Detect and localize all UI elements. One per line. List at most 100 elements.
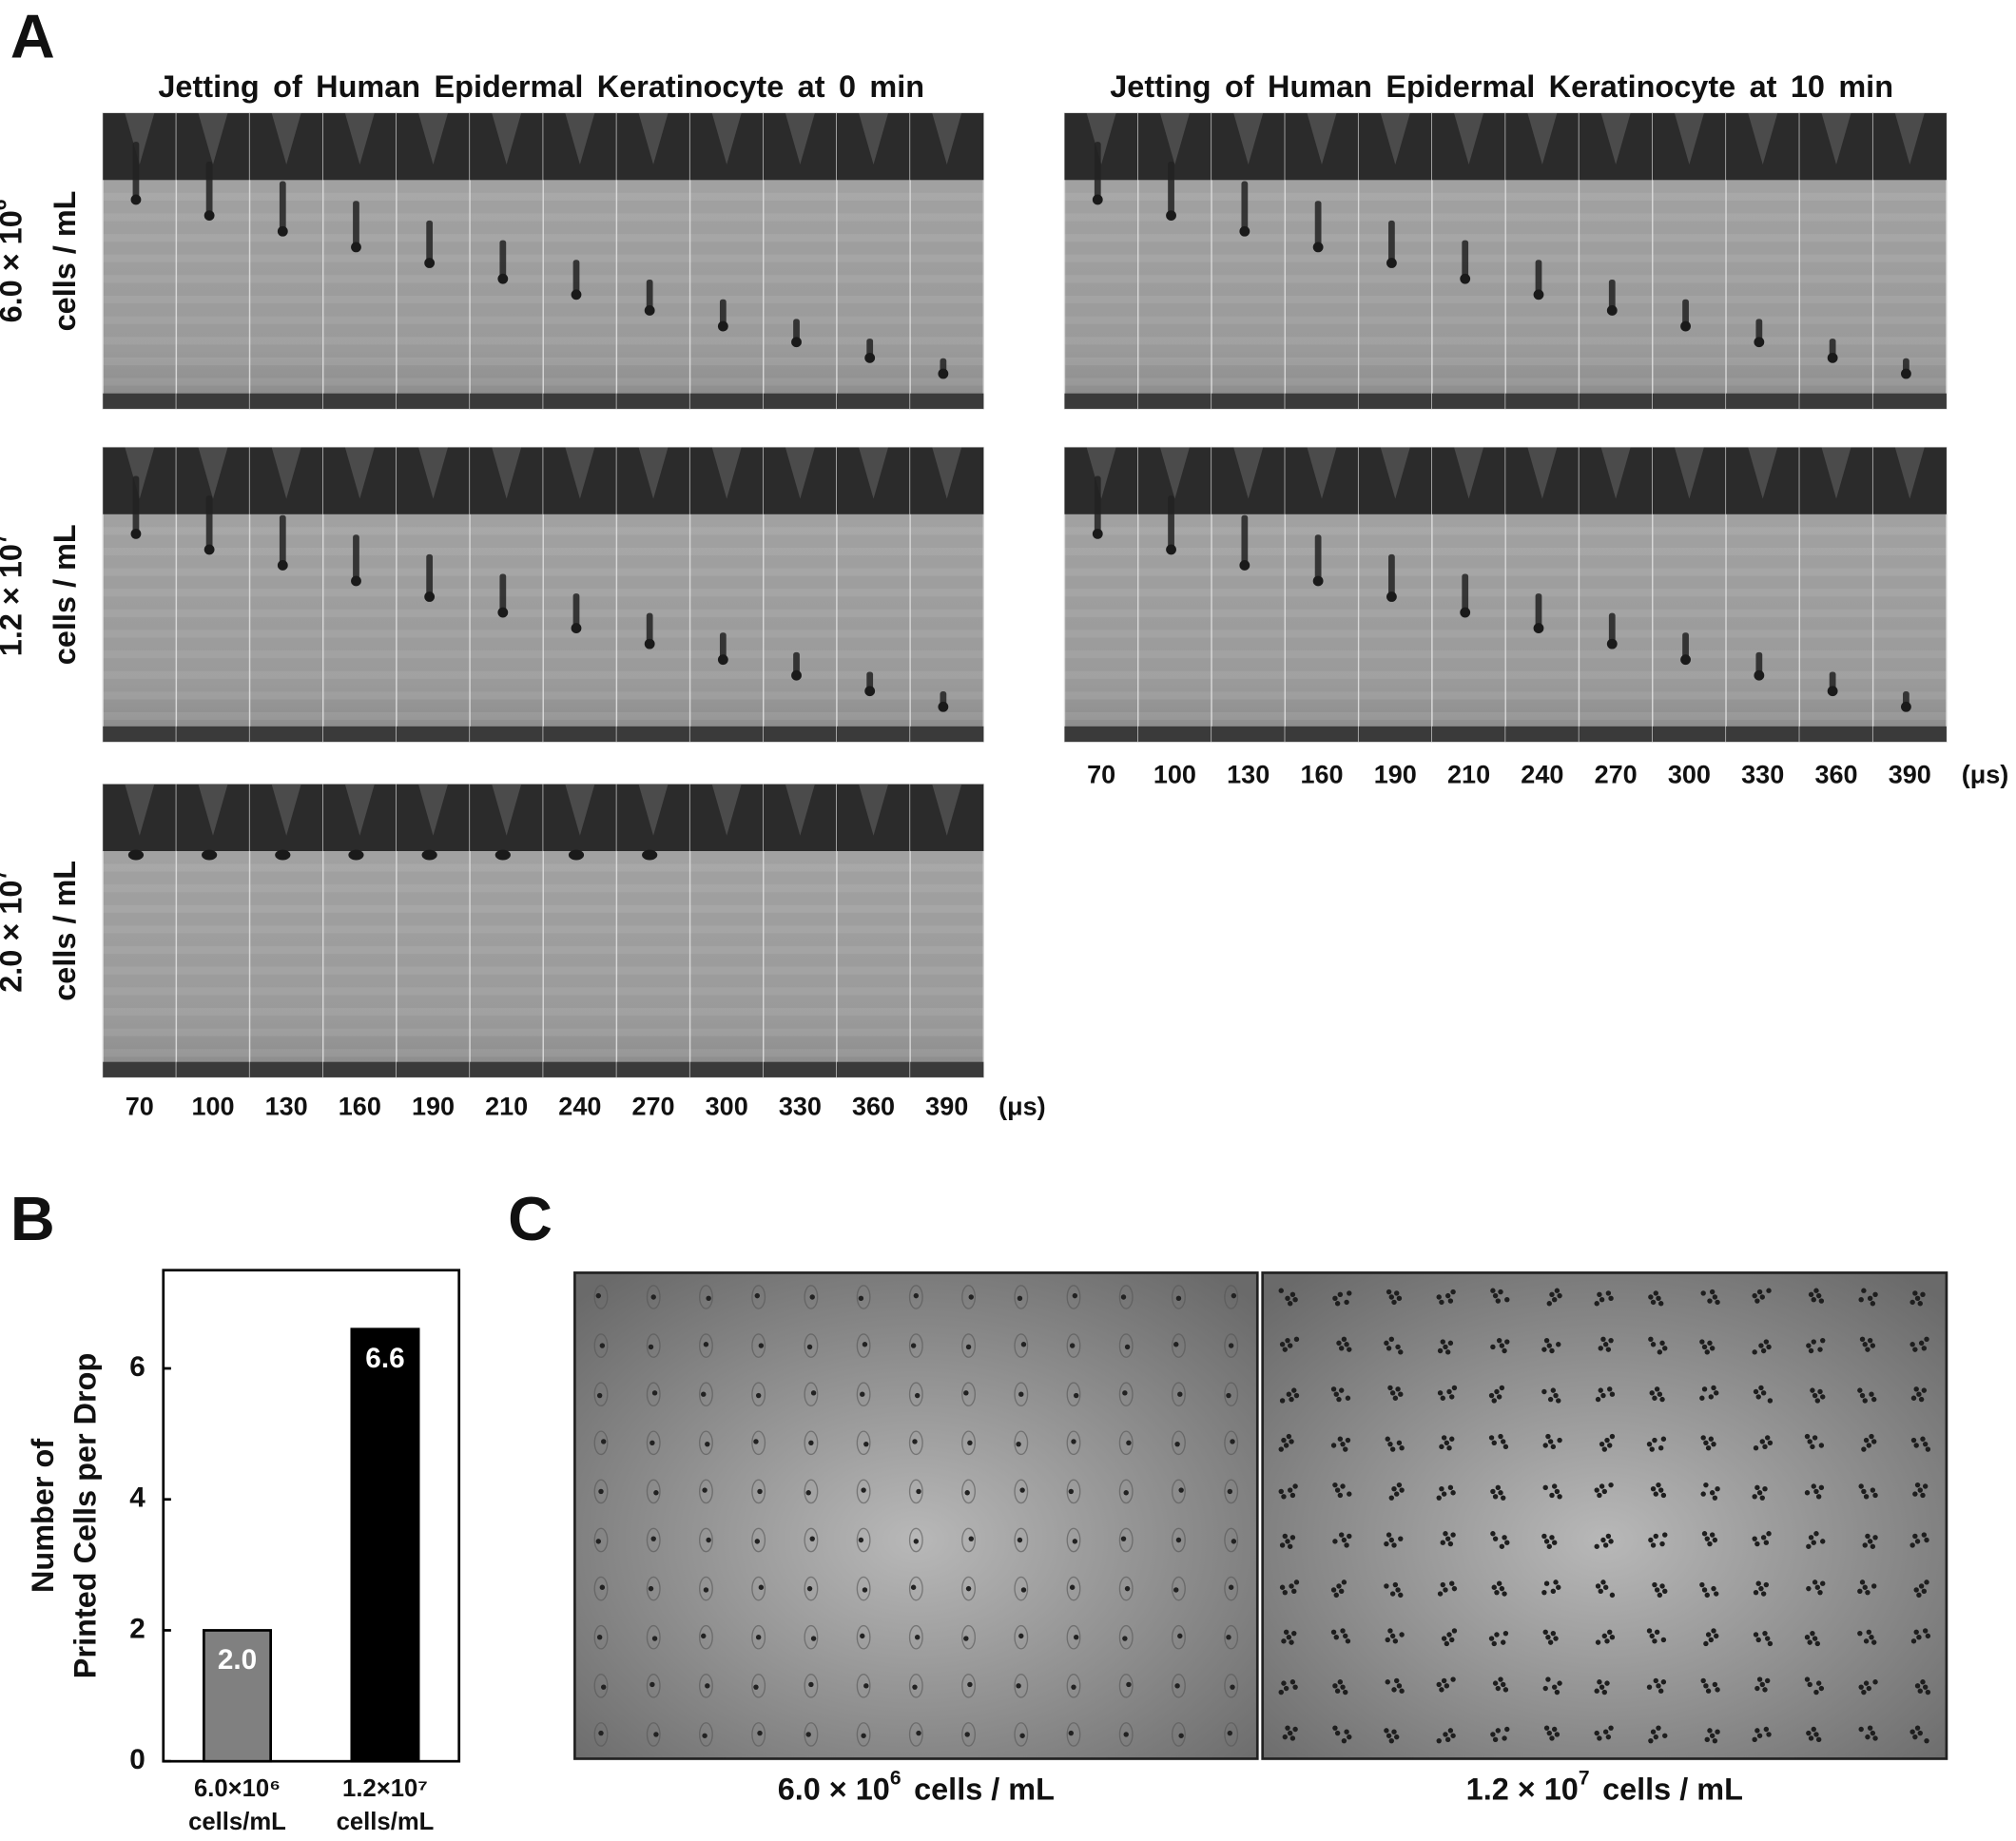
cell <box>1496 1580 1502 1586</box>
frame-stripe <box>1064 316 1138 324</box>
droplet <box>1533 623 1544 633</box>
frame-stripe <box>1726 234 1800 242</box>
cell <box>1278 1689 1284 1696</box>
frame-stripe <box>763 568 837 576</box>
cell <box>1597 1492 1602 1499</box>
cell <box>1599 1483 1605 1489</box>
frame-stripe <box>1285 213 1359 222</box>
nozzle-tip <box>932 784 962 836</box>
cell <box>1863 1437 1870 1444</box>
cell <box>1551 1540 1558 1545</box>
cell <box>1921 1346 1928 1351</box>
cell <box>1648 1537 1654 1543</box>
cell <box>1653 1290 1658 1296</box>
jet <box>1168 161 1174 216</box>
printed-spot <box>593 1576 609 1601</box>
frame-stripe <box>1872 295 1947 304</box>
cell <box>1865 1734 1871 1740</box>
frame-stripe <box>763 925 837 934</box>
frame-stripe <box>103 925 177 934</box>
cell <box>1700 1290 1706 1296</box>
nozzle-tip <box>785 784 815 836</box>
cell <box>1291 1588 1297 1595</box>
printed-spot <box>699 1382 713 1407</box>
cell <box>1492 1494 1499 1500</box>
frame-stripe <box>176 884 250 893</box>
frame-stripe <box>1431 234 1506 242</box>
cell <box>1657 1592 1663 1599</box>
cell <box>1818 1484 1825 1491</box>
frame-stripe <box>1431 568 1506 576</box>
frame-stripe <box>1579 691 1653 700</box>
frame-stripe <box>616 213 690 222</box>
frame-stripe <box>470 234 544 242</box>
jet <box>1462 573 1469 613</box>
cell <box>1820 1539 1826 1544</box>
frame-stripe <box>1137 337 1212 345</box>
label-base: 6.0 × 10 <box>778 1772 890 1806</box>
cell <box>1760 1535 1767 1541</box>
printed-spot <box>593 1333 609 1358</box>
frame-stripe <box>689 863 764 872</box>
cell <box>753 1684 759 1690</box>
cell <box>1343 1446 1348 1452</box>
cell <box>1289 1639 1294 1645</box>
frame-stripe <box>1358 630 1432 638</box>
frame-stripe <box>836 670 911 679</box>
cell <box>1913 1386 1919 1392</box>
frame-stripe <box>1358 316 1432 324</box>
cell <box>1912 1533 1918 1540</box>
printed-spot <box>1118 1576 1134 1601</box>
frame-stripe <box>910 1028 984 1037</box>
frame-stripe <box>1137 378 1212 386</box>
substrate <box>322 726 397 743</box>
cell <box>1436 1495 1442 1501</box>
substrate <box>1872 393 1947 409</box>
frame-stripe <box>1872 691 1947 700</box>
bar <box>203 1629 273 1763</box>
substrate <box>910 1061 984 1077</box>
cell <box>1701 1344 1708 1350</box>
substrate <box>1137 726 1212 743</box>
printed-spot <box>908 1624 923 1650</box>
droplet <box>938 701 949 712</box>
frame-stripe <box>836 609 911 617</box>
cell <box>1338 1387 1345 1393</box>
frame-stripe <box>322 1007 397 1017</box>
cell <box>1334 1730 1341 1736</box>
printed-spot <box>646 1673 661 1698</box>
nozzle-tip <box>1380 112 1410 165</box>
printed-spot <box>1118 1479 1134 1504</box>
frame-stripe <box>1652 691 1727 700</box>
frame-stripe <box>543 630 617 638</box>
cell <box>651 1390 658 1396</box>
frame-stripe <box>1431 630 1506 638</box>
printed-spot <box>1014 1479 1029 1504</box>
cell <box>1494 1589 1500 1596</box>
cell <box>1909 1729 1915 1734</box>
frame-stripe <box>910 568 984 576</box>
cell <box>1178 1487 1184 1493</box>
cell <box>1017 1537 1023 1543</box>
frame-stripe <box>176 904 250 913</box>
cell <box>1813 1531 1819 1537</box>
cell <box>1332 1295 1338 1302</box>
cell <box>1712 1294 1718 1300</box>
cell <box>706 1295 711 1302</box>
cell <box>1556 1342 1561 1347</box>
cell <box>1343 1689 1348 1696</box>
frame-stripe <box>1212 316 1286 324</box>
frame-stripe <box>322 863 397 872</box>
frame-stripe <box>249 609 323 617</box>
substrate <box>1431 393 1506 409</box>
cell <box>1817 1388 1823 1395</box>
frame-stripe <box>103 378 177 386</box>
cell <box>1657 1391 1663 1397</box>
frame-stripe <box>396 568 471 576</box>
jet <box>1314 201 1322 247</box>
cell <box>706 1537 711 1543</box>
cell <box>1337 1291 1344 1297</box>
cell <box>1758 1585 1764 1592</box>
frame-stripe <box>910 630 984 638</box>
cell <box>1704 1592 1710 1599</box>
